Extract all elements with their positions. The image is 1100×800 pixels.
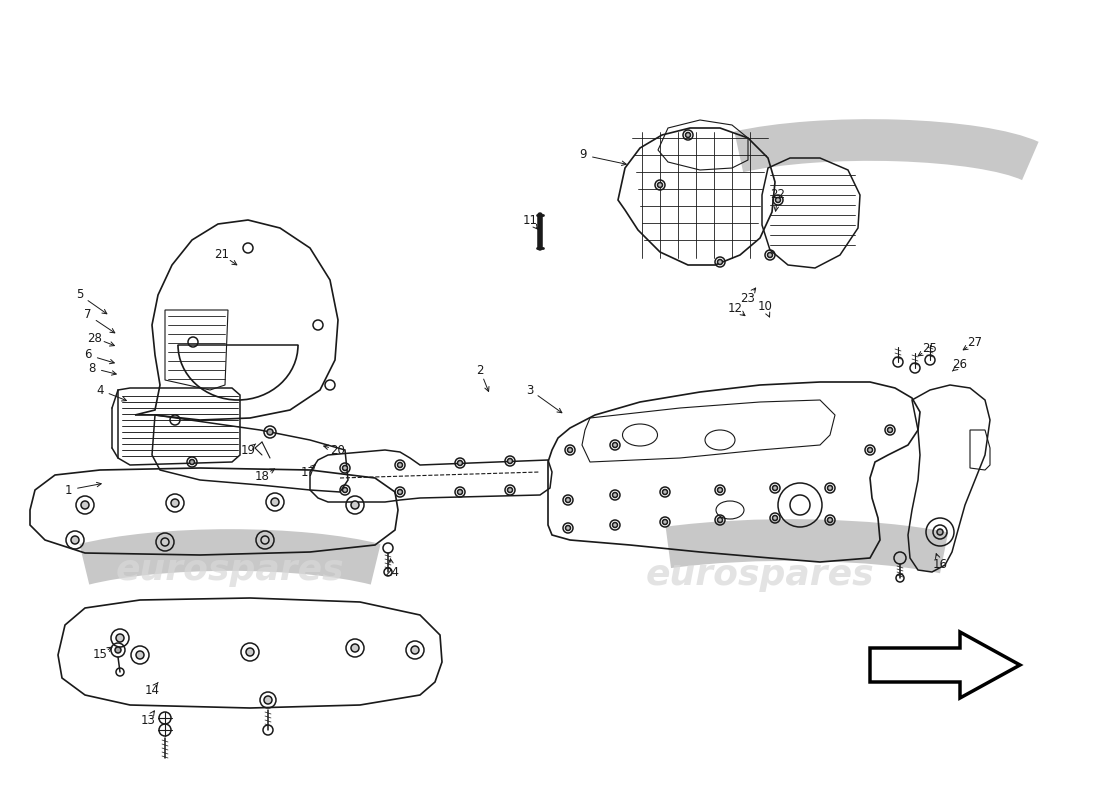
Circle shape bbox=[161, 538, 169, 546]
Circle shape bbox=[267, 429, 273, 435]
Circle shape bbox=[868, 447, 872, 453]
Circle shape bbox=[411, 646, 419, 654]
Circle shape bbox=[261, 536, 270, 544]
Circle shape bbox=[189, 459, 195, 465]
Text: eurospares: eurospares bbox=[646, 558, 874, 592]
Text: 3: 3 bbox=[526, 383, 534, 397]
Circle shape bbox=[827, 486, 833, 490]
Circle shape bbox=[768, 253, 772, 258]
Text: 17: 17 bbox=[300, 466, 316, 478]
Text: 19: 19 bbox=[241, 443, 255, 457]
Text: 26: 26 bbox=[953, 358, 968, 371]
Text: 25: 25 bbox=[923, 342, 937, 354]
Circle shape bbox=[397, 462, 403, 467]
Text: 2: 2 bbox=[476, 363, 484, 377]
Circle shape bbox=[342, 487, 348, 493]
Text: eurospares: eurospares bbox=[116, 553, 344, 587]
Circle shape bbox=[613, 442, 617, 447]
Text: 5: 5 bbox=[76, 289, 84, 302]
Circle shape bbox=[458, 490, 462, 494]
Circle shape bbox=[507, 487, 513, 493]
Circle shape bbox=[351, 501, 359, 509]
Circle shape bbox=[717, 518, 723, 522]
Circle shape bbox=[246, 648, 254, 656]
Text: 20: 20 bbox=[331, 443, 345, 457]
Circle shape bbox=[458, 461, 462, 466]
Circle shape bbox=[658, 182, 662, 187]
Text: 24: 24 bbox=[385, 566, 399, 578]
Text: 12: 12 bbox=[727, 302, 742, 314]
Circle shape bbox=[772, 515, 778, 521]
Circle shape bbox=[81, 501, 89, 509]
Circle shape bbox=[351, 644, 359, 652]
Text: 4: 4 bbox=[97, 383, 103, 397]
Text: 22: 22 bbox=[770, 189, 785, 202]
Text: 10: 10 bbox=[758, 301, 772, 314]
Circle shape bbox=[717, 487, 723, 493]
Circle shape bbox=[271, 498, 279, 506]
Text: 7: 7 bbox=[85, 309, 91, 322]
Text: 28: 28 bbox=[88, 331, 102, 345]
Circle shape bbox=[136, 651, 144, 659]
Text: 13: 13 bbox=[141, 714, 155, 726]
Text: 14: 14 bbox=[144, 683, 159, 697]
Circle shape bbox=[662, 490, 668, 494]
Circle shape bbox=[170, 499, 179, 507]
Circle shape bbox=[568, 447, 572, 453]
Circle shape bbox=[888, 427, 892, 433]
Circle shape bbox=[397, 490, 403, 494]
Circle shape bbox=[565, 526, 571, 530]
Text: 8: 8 bbox=[88, 362, 96, 374]
Circle shape bbox=[264, 696, 272, 704]
Circle shape bbox=[342, 466, 348, 470]
Text: 21: 21 bbox=[214, 249, 230, 262]
Circle shape bbox=[116, 647, 121, 653]
Circle shape bbox=[613, 522, 617, 527]
Circle shape bbox=[662, 519, 668, 525]
Circle shape bbox=[717, 259, 723, 265]
Circle shape bbox=[937, 529, 943, 535]
Circle shape bbox=[613, 493, 617, 498]
Text: 6: 6 bbox=[85, 349, 91, 362]
Circle shape bbox=[772, 486, 778, 490]
Text: 15: 15 bbox=[92, 649, 108, 662]
Text: 16: 16 bbox=[933, 558, 947, 571]
Text: 9: 9 bbox=[580, 149, 586, 162]
Text: 18: 18 bbox=[254, 470, 270, 482]
Circle shape bbox=[507, 458, 513, 463]
Text: 27: 27 bbox=[968, 335, 982, 349]
Text: 23: 23 bbox=[740, 291, 756, 305]
Circle shape bbox=[116, 634, 124, 642]
Circle shape bbox=[685, 133, 691, 138]
Circle shape bbox=[565, 498, 571, 502]
Circle shape bbox=[72, 536, 79, 544]
Circle shape bbox=[776, 198, 781, 202]
Circle shape bbox=[827, 518, 833, 522]
Text: 11: 11 bbox=[522, 214, 538, 226]
Text: 1: 1 bbox=[64, 483, 72, 497]
